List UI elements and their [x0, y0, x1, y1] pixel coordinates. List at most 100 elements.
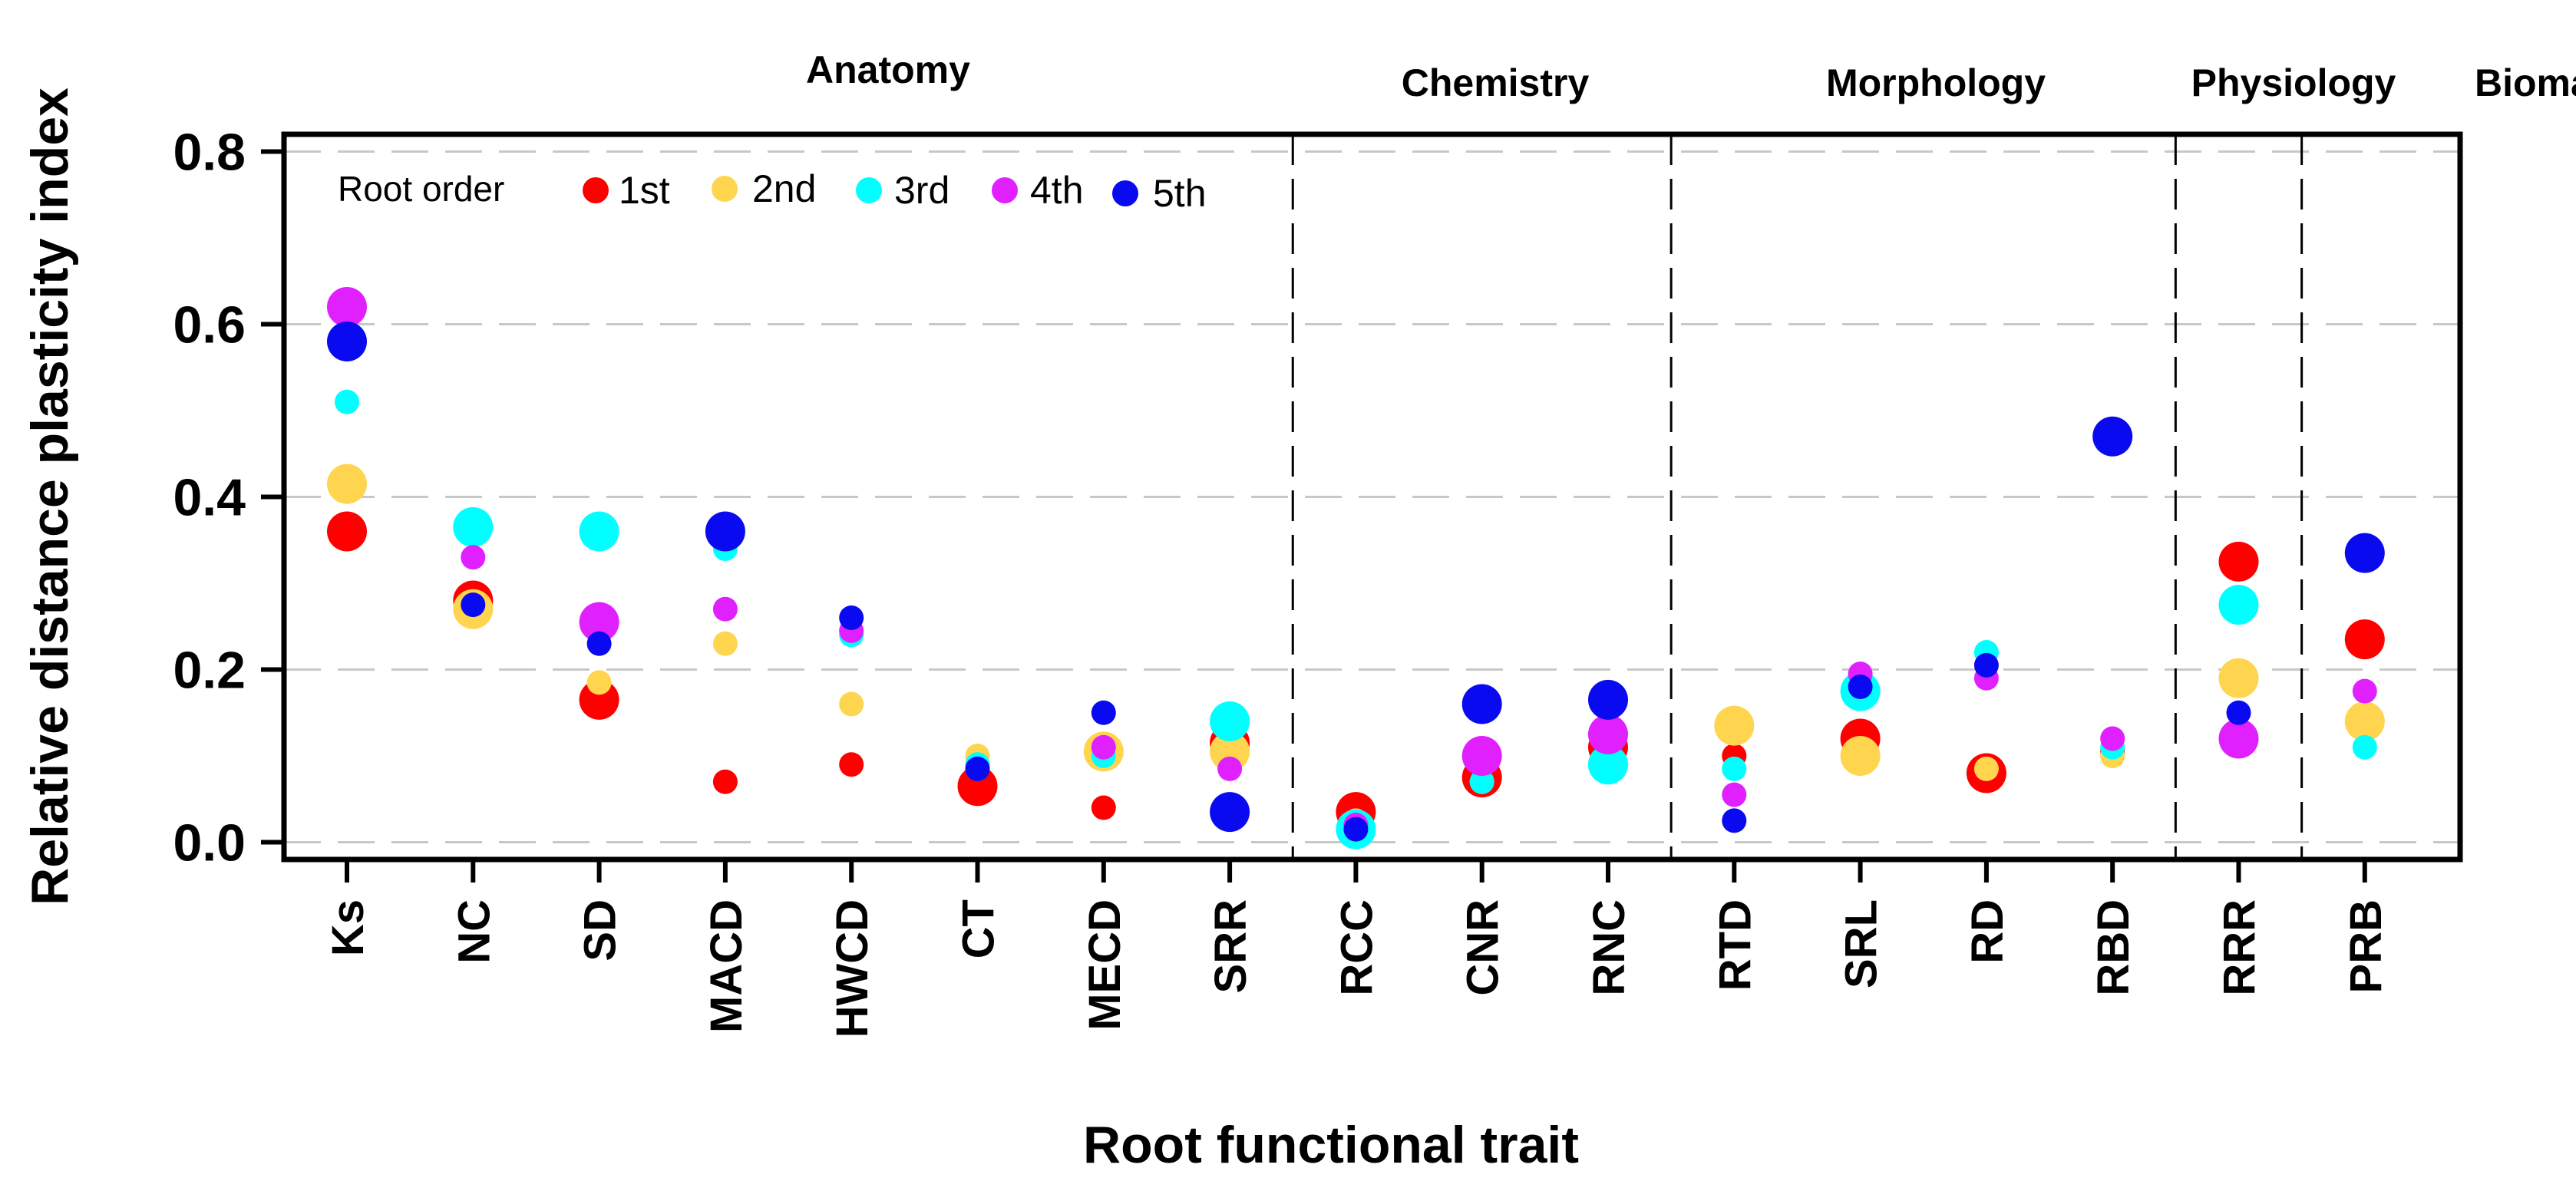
group-label: Anatomy: [806, 48, 970, 91]
y-tick-label: 0.2: [173, 642, 246, 700]
point-2nd: [1714, 705, 1755, 746]
x-tick-label: RNC: [1584, 899, 1634, 996]
point-3rd: [1722, 756, 1747, 781]
point-2nd: [1840, 736, 1881, 776]
point-5th: [705, 511, 745, 552]
group-label: Morphology: [1826, 61, 2046, 104]
y-axis: 0.0 0.2 0.4 0.6 0.8: [173, 124, 284, 873]
x-tick-label: SD: [576, 899, 626, 962]
point-5th: [327, 322, 367, 361]
point-1st: [2218, 541, 2259, 582]
legend-label-1st: 1st: [619, 169, 670, 212]
y-tick-label: 0.6: [173, 296, 246, 355]
point-4th: [2352, 678, 2377, 704]
point-3rd: [1210, 701, 1250, 741]
point-2nd: [2218, 658, 2259, 698]
point-2nd: [2344, 701, 2385, 741]
legend-label-3rd: 3rd: [894, 169, 949, 212]
point-3rd: [579, 511, 619, 552]
point-3rd: [2352, 734, 2377, 760]
point-4th: [1461, 736, 1502, 776]
x-tick-label: HWCD: [827, 899, 877, 1038]
point-3rd: [2218, 585, 2259, 625]
y-tick-label: 0.8: [173, 124, 246, 182]
point-3rd: [1469, 769, 1494, 794]
legend-label-5th: 5th: [1153, 172, 1207, 215]
point-3rd: [453, 506, 494, 547]
point-3rd: [335, 389, 359, 414]
x-tick-label: PRB: [2341, 899, 2391, 993]
point-5th: [1461, 684, 1502, 724]
x-tick-label: CT: [954, 899, 1004, 958]
point-5th: [1091, 700, 1116, 725]
point-5th: [839, 605, 864, 630]
point-5th: [1588, 679, 1628, 720]
group-label: Biomass: [2475, 61, 2576, 104]
point-1st: [327, 511, 367, 552]
point-4th: [2218, 718, 2259, 759]
point-2nd: [586, 670, 612, 695]
point-5th: [965, 756, 990, 781]
x-tick-label: RTD: [1710, 899, 1760, 991]
legend-label-2nd: 2nd: [752, 167, 816, 210]
group-label: Physiology: [2191, 61, 2396, 104]
legend-label-4th: 4th: [1030, 169, 1084, 212]
point-5th: [1210, 792, 1250, 833]
group-label: Chemistry: [1402, 61, 1590, 104]
x-tick-label: SRR: [1206, 899, 1256, 993]
point-2nd: [712, 631, 738, 656]
point-4th: [2100, 726, 2125, 751]
point-1st: [2344, 619, 2385, 660]
point-1st: [712, 769, 738, 794]
point-4th: [1588, 714, 1628, 754]
group-labels: Anatomy Chemistry Morphology Physiology Biom…: [806, 48, 2576, 104]
point-4th: [1217, 756, 1243, 781]
y-tick-label: 0.0: [173, 814, 246, 873]
y-axis-title: Relative distance plasticity index: [21, 87, 79, 906]
legend-marker-1st: [583, 177, 609, 203]
x-axis-title: Root functional trait: [1083, 1116, 1579, 1174]
point-5th: [1722, 808, 1747, 833]
point-2nd: [1210, 731, 1250, 772]
point-5th: [2092, 416, 2133, 457]
x-axis: Ks NC SD MACD HWCD CT MECD SRR RCC CNR RNC RTD SRL RD…: [323, 859, 2391, 1038]
legend-title: Root order: [338, 169, 504, 209]
legend-marker-4th: [992, 177, 1018, 203]
point-4th: [327, 287, 367, 327]
x-tick-label: RRR: [2215, 899, 2265, 996]
x-tick-label: RCC: [1332, 899, 1382, 996]
point-2nd: [1973, 756, 1999, 781]
x-tick-label: RD: [1963, 899, 2013, 964]
x-tick-label: SRL: [1837, 899, 1887, 988]
point-2nd: [839, 691, 864, 717]
point-4th: [712, 596, 738, 622]
point-5th: [1848, 675, 1873, 699]
x-tick-label: MACD: [702, 899, 751, 1033]
legend: Root order 1st 2nd 3rd 4th 5th: [338, 167, 1207, 215]
point-5th: [2226, 700, 2251, 725]
point-5th: [2344, 533, 2385, 573]
x-tick-label: NC: [449, 899, 499, 964]
point-4th: [1722, 782, 1747, 807]
x-tick-label: MECD: [1080, 899, 1130, 1031]
x-tick-label: Ks: [323, 899, 373, 956]
gridlines: [284, 150, 2460, 843]
legend-marker-2nd: [712, 176, 738, 202]
data-points: [327, 287, 2385, 850]
point-2nd: [327, 464, 367, 504]
point-3rd: [1588, 744, 1628, 785]
point-5th: [461, 592, 486, 618]
x-tick-label: RBD: [2089, 899, 2138, 996]
legend-marker-3rd: [856, 177, 882, 203]
point-1st: [1091, 795, 1116, 820]
point-5th: [1973, 652, 1999, 678]
point-5th: [1343, 817, 1369, 842]
point-1st: [839, 752, 864, 777]
y-tick-label: 0.4: [173, 469, 246, 527]
point-1st: [957, 766, 998, 807]
point-5th: [586, 631, 612, 656]
point-4th: [579, 602, 619, 642]
legend-marker-5th: [1112, 180, 1138, 206]
group-separators: [1291, 134, 2304, 859]
